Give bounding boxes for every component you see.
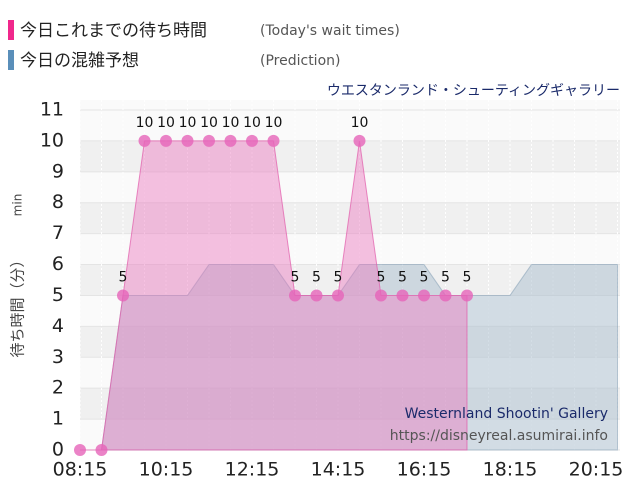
data-label: 10	[351, 115, 369, 131]
legend-label: 今日これまでの待ち時間	[20, 21, 207, 41]
data-point	[246, 134, 258, 147]
data-point	[117, 289, 129, 302]
grid-band	[80, 140, 620, 172]
data-point	[439, 289, 452, 302]
legend-note: (Today's wait times)	[260, 23, 400, 39]
data-label: 10	[200, 115, 218, 131]
y-tick-label: 4	[52, 315, 64, 337]
data-point	[461, 289, 473, 302]
data-point	[160, 134, 172, 147]
data-label: 5	[377, 269, 386, 285]
y-tick-label: 8	[52, 191, 64, 213]
x-tick-label: 08:15	[53, 459, 108, 481]
y-tick-label: 1	[52, 408, 64, 430]
chart-title: ウエスタンランド・シューティングギャラリー	[327, 83, 620, 99]
data-label: 5	[441, 269, 450, 285]
data-label: 5	[420, 269, 429, 285]
data-point	[289, 289, 301, 302]
data-label: 10	[179, 115, 197, 131]
y-tick-label: 3	[52, 346, 64, 368]
data-point	[310, 289, 323, 302]
data-point	[267, 134, 280, 147]
data-label: 10	[157, 115, 175, 131]
data-point	[396, 289, 409, 302]
x-tick-label: 20:15	[569, 459, 624, 481]
area	[100, 264, 618, 451]
data-point	[418, 289, 430, 302]
y-axis-label: 待ち時間（分）	[9, 252, 27, 357]
x-tick-label: 18:15	[483, 459, 538, 481]
data-label: 5	[312, 269, 321, 285]
data-point	[353, 134, 366, 147]
data-point	[203, 134, 215, 147]
data-point	[181, 134, 194, 147]
x-tick-label: 14:15	[311, 459, 366, 481]
legend-label: 今日の混雑予想	[20, 51, 139, 71]
legend-swatch	[8, 50, 14, 70]
data-label: 5	[398, 269, 407, 285]
watermark: https://disneyreal.asumirai.info	[390, 428, 608, 444]
data-label: 10	[136, 115, 154, 131]
y-tick-label: 9	[52, 160, 64, 182]
data-label: 10	[265, 115, 283, 131]
y-tick-label: 11	[40, 99, 64, 121]
data-label: 10	[222, 115, 240, 131]
legend-swatch	[8, 20, 14, 40]
y-tick-label: 5	[52, 284, 64, 306]
x-tick-label: 16:15	[397, 459, 452, 481]
data-label: 10	[243, 115, 261, 131]
data-point	[138, 134, 151, 147]
data-label: 5	[291, 269, 300, 285]
y-tick-label: 10	[40, 129, 64, 151]
data-point	[332, 289, 344, 302]
data-label: 5	[119, 269, 128, 285]
data-point	[74, 444, 86, 456]
data-label: 5	[463, 269, 472, 285]
y-tick-label: 2	[52, 377, 64, 399]
y-axis-unit: min	[11, 194, 25, 217]
data-point	[95, 444, 108, 456]
x-tick-label: 10:15	[139, 459, 194, 481]
data-point	[224, 134, 237, 147]
y-tick-label: 0	[52, 439, 64, 461]
watermark: Westernland Shootin' Gallery	[405, 406, 608, 422]
legend-note: (Prediction)	[260, 53, 340, 69]
y-tick-label: 7	[52, 222, 64, 244]
data-point	[375, 289, 387, 302]
x-tick-label: 12:15	[225, 459, 280, 481]
y-tick-label: 6	[52, 253, 64, 275]
data-label: 5	[334, 269, 343, 285]
